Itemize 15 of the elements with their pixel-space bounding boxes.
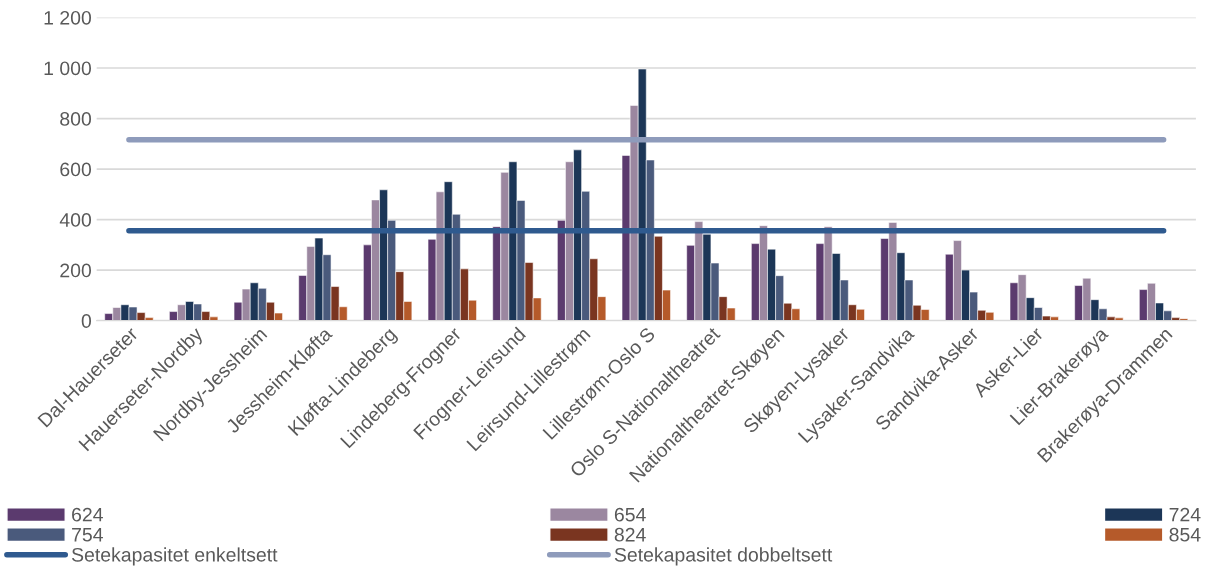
- y-tick-label: 1 200: [44, 10, 92, 25]
- legend-label: 624: [72, 507, 103, 522]
- legend-label: 824: [614, 527, 646, 542]
- legend-label: Setekapasitet enkeltsett: [71, 547, 278, 566]
- legend-label: Setekapasitet dobbeltsett: [614, 547, 833, 566]
- y-tick-label: 600: [60, 162, 92, 177]
- y-tick-label: 1 000: [44, 61, 92, 76]
- legend-label: 724: [1169, 507, 1201, 522]
- y-tick-label: 800: [60, 112, 92, 126]
- legend-label: 754: [72, 528, 103, 542]
- y-tick-label: 0: [81, 314, 92, 328]
- y-tick-label: 200: [60, 263, 92, 278]
- legend-label: 854: [1169, 527, 1201, 542]
- legend-label: 654: [614, 507, 646, 522]
- y-tick-label: 400: [59, 213, 92, 227]
